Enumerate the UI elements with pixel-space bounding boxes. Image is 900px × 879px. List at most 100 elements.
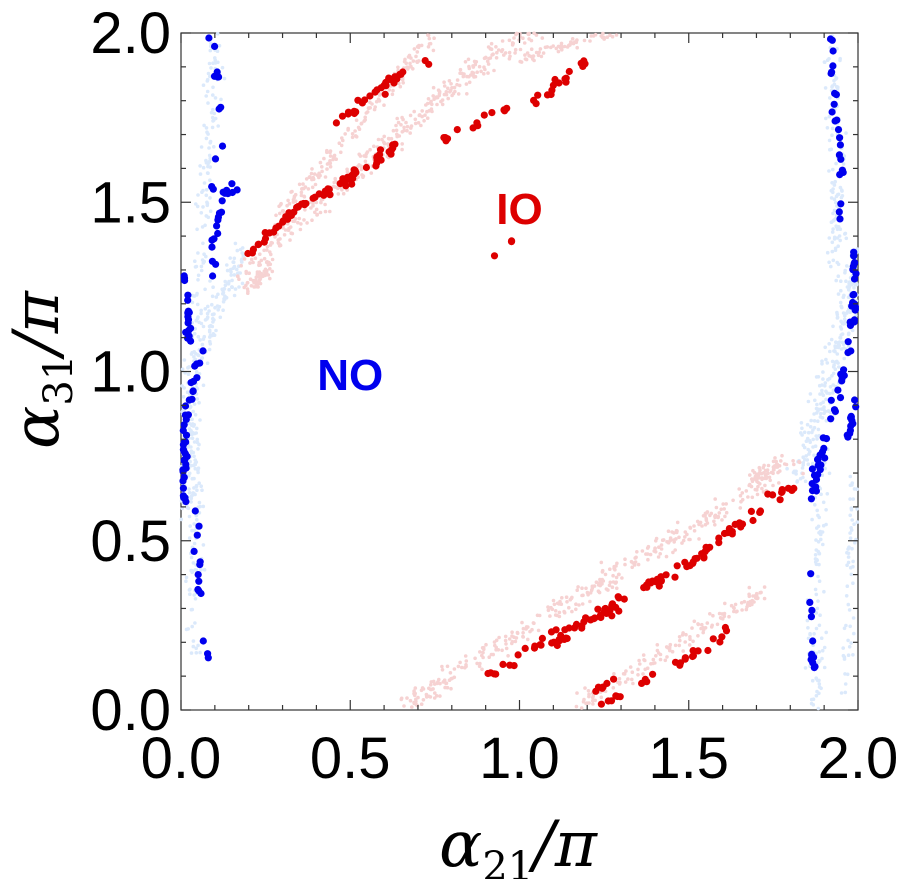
- data-point: [419, 702, 424, 706]
- data-point: [546, 608, 551, 613]
- data-point: [380, 137, 384, 142]
- data-point: [824, 508, 828, 512]
- data-point: [353, 134, 358, 138]
- data-point: [626, 677, 630, 681]
- data-point: [194, 202, 198, 206]
- data-point: [620, 595, 628, 603]
- data-point: [809, 637, 817, 645]
- data-point: [665, 655, 669, 659]
- data-point: [199, 637, 207, 645]
- data-point: [822, 589, 826, 594]
- data-point: [806, 447, 810, 452]
- data-point: [548, 86, 556, 94]
- data-point: [803, 666, 808, 670]
- data-point: [431, 48, 436, 53]
- data-point: [458, 660, 462, 665]
- data-point: [684, 632, 688, 637]
- data-point: [584, 701, 588, 706]
- annotation-io: IO: [496, 185, 542, 234]
- data-point: [507, 38, 512, 43]
- data-point: [458, 67, 463, 72]
- data-point: [842, 626, 847, 631]
- data-point: [448, 671, 453, 675]
- data-point: [612, 672, 616, 676]
- data-point: [613, 567, 617, 572]
- data-point: [287, 201, 292, 206]
- data-point: [749, 516, 757, 525]
- data-point: [208, 178, 212, 182]
- data-point: [208, 48, 213, 53]
- data-point: [208, 339, 212, 344]
- data-point: [720, 529, 729, 538]
- data-point: [198, 172, 203, 176]
- data-point: [839, 319, 843, 324]
- data-point: [224, 190, 232, 198]
- data-point: [831, 190, 835, 195]
- data-point: [570, 37, 575, 41]
- data-point: [849, 528, 854, 532]
- data-point: [771, 459, 776, 464]
- data-point: [754, 477, 758, 482]
- data-point: [237, 285, 241, 289]
- data-point: [428, 695, 433, 699]
- data-point: [843, 320, 847, 324]
- data-point: [839, 347, 844, 351]
- data-point: [297, 216, 302, 221]
- data-point: [846, 653, 851, 657]
- data-point: [191, 463, 196, 468]
- data-point: [494, 45, 498, 49]
- data-point: [658, 552, 662, 556]
- data-point: [184, 575, 189, 580]
- data-point: [286, 198, 290, 203]
- data-point: [522, 41, 527, 45]
- data-point: [210, 235, 218, 243]
- data-point: [189, 496, 194, 501]
- data-point: [816, 574, 820, 579]
- data-point: [841, 311, 846, 315]
- data-point: [255, 240, 263, 248]
- data-point: [205, 79, 210, 83]
- data-point: [844, 594, 849, 598]
- data-point: [320, 165, 324, 169]
- data-point: [653, 661, 657, 665]
- data-point: [354, 118, 359, 122]
- data-point: [432, 36, 436, 40]
- data-point: [319, 200, 323, 205]
- data-point: [839, 691, 844, 695]
- data-point: [210, 333, 215, 338]
- data-point: [645, 546, 650, 550]
- data-point: [248, 261, 252, 265]
- data-point: [827, 260, 831, 265]
- data-point: [820, 530, 825, 534]
- data-point: [817, 650, 822, 654]
- data-point: [835, 310, 839, 315]
- data-point: [199, 484, 203, 489]
- data-point: [813, 503, 817, 507]
- data-point: [244, 269, 248, 274]
- data-point: [439, 99, 443, 104]
- data-point: [193, 621, 197, 625]
- data-point: [507, 50, 512, 55]
- data-point: [202, 181, 207, 185]
- data-point: [813, 398, 817, 403]
- data-point: [208, 243, 216, 251]
- data-point: [265, 248, 269, 252]
- data-point: [212, 111, 217, 116]
- data-point: [211, 320, 215, 324]
- data-point: [663, 658, 668, 663]
- data-point: [194, 585, 202, 594]
- data-point: [840, 371, 848, 380]
- data-point: [285, 203, 289, 208]
- data-point: [817, 461, 825, 469]
- data-point: [843, 431, 851, 439]
- data-point: [844, 623, 848, 628]
- data-point: [666, 529, 671, 533]
- data-point: [751, 594, 755, 598]
- data-point: [189, 352, 194, 356]
- data-point: [747, 507, 756, 515]
- data-point: [440, 664, 444, 669]
- data-point: [481, 650, 485, 655]
- data-point: [204, 188, 209, 192]
- data-point: [404, 120, 408, 125]
- data-point: [262, 269, 267, 274]
